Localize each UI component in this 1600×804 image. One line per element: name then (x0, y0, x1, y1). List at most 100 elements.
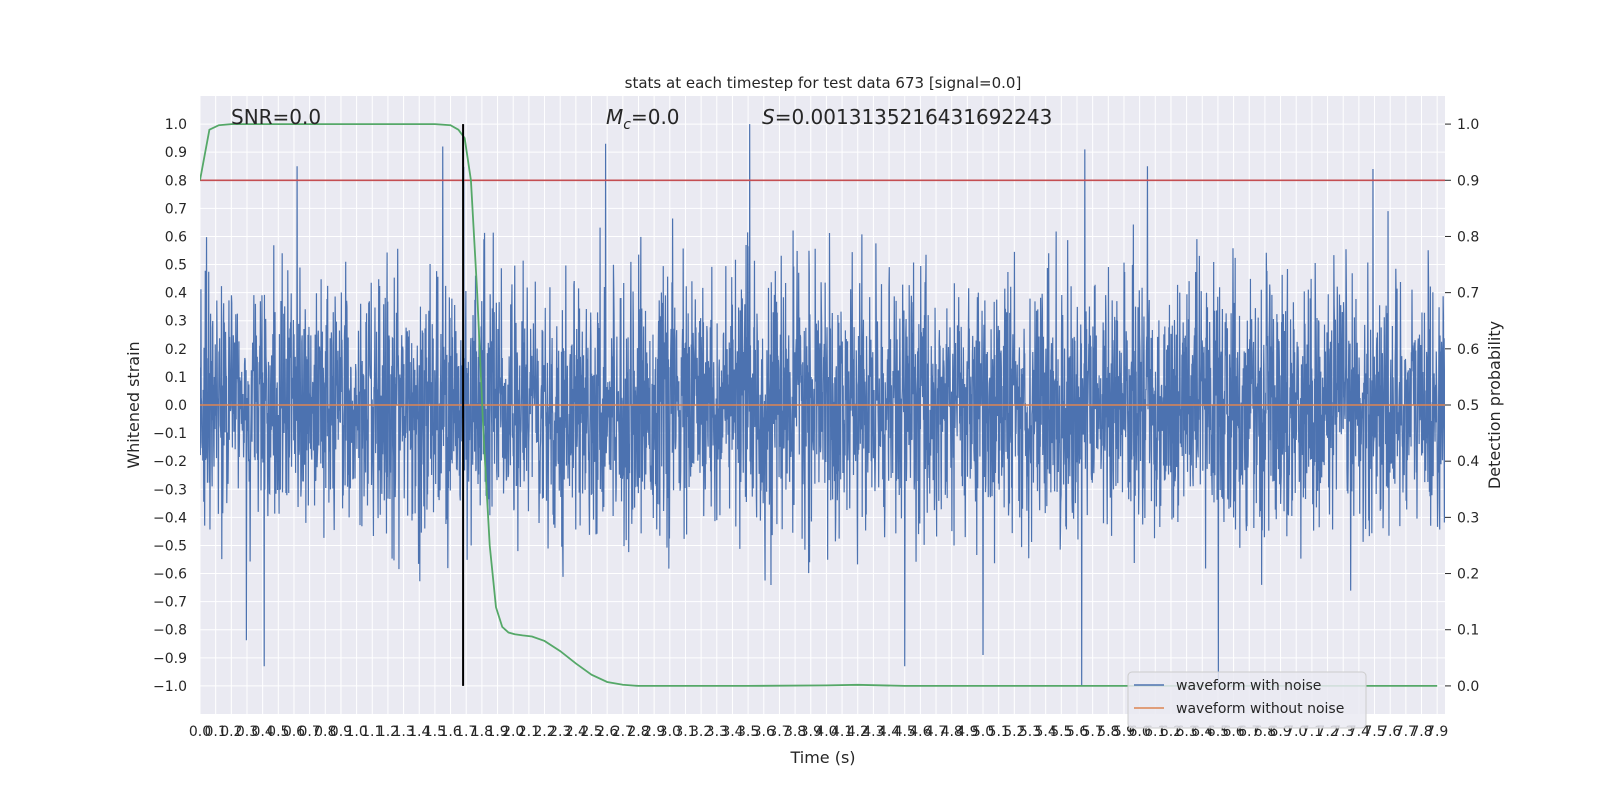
left-y-tick-label: 1.0 (165, 117, 187, 133)
right-y-tick-label: 0.0 (1457, 679, 1479, 695)
x-tick-label: 2.9 (643, 724, 665, 740)
chirp-mass-annotation: Mc=0.0 (606, 105, 680, 133)
snr-annotation: SNR=0.0 (231, 105, 321, 129)
x-tick-label: 1.6 (439, 724, 461, 740)
x-tick-label: 1.9 (486, 724, 508, 740)
x-tick-label: 3.7 (768, 724, 790, 740)
x-tick-label: 3.1 (674, 724, 696, 740)
x-tick-label: 3.3 (706, 724, 728, 740)
x-tick-label: 2.8 (627, 724, 649, 740)
left-y-tick-label: 0.6 (165, 229, 187, 245)
left-y-tick-label: 0.3 (165, 314, 187, 330)
left-y-axis-label: Whitened strain (124, 341, 143, 468)
x-tick-label: 0.4 (252, 724, 274, 740)
left-y-tick-label: 0.0 (165, 398, 187, 414)
left-y-tick-label: 0.2 (165, 342, 187, 358)
left-y-tick-label: 0.4 (165, 286, 187, 302)
x-tick-label: 2.7 (612, 724, 634, 740)
left-y-tick-label: 0.5 (165, 258, 187, 274)
x-tick-label: 5.6 (1066, 724, 1088, 740)
x-tick-label: 3.0 (659, 724, 681, 740)
x-tick-label: 4.2 (847, 724, 869, 740)
x-tick-label: 1.4 (408, 724, 430, 740)
x-tick-label: 4.8 (941, 724, 963, 740)
left-y-tick-label: 0.8 (165, 173, 187, 189)
left-y-tick-label: −0.1 (153, 426, 187, 442)
x-tick-label: 5.4 (1035, 724, 1057, 740)
x-tick-label: 4.9 (956, 724, 978, 740)
left-y-tick-label: −0.8 (153, 623, 187, 639)
left-y-tick-label: −0.3 (153, 482, 187, 498)
chirp-mass-subscript: c (623, 117, 631, 133)
left-y-tick-label: −0.9 (153, 651, 187, 667)
x-tick-label: 2.3 (549, 724, 571, 740)
x-tick-label: 1.8 (471, 724, 493, 740)
left-y-tick-label: 0.7 (165, 201, 187, 217)
x-tick-label: 5.3 (1019, 724, 1041, 740)
x-tick-label: 2.6 (596, 724, 618, 740)
x-tick-label: 4.4 (878, 724, 900, 740)
x-tick-label: 0.6 (283, 724, 305, 740)
s-statistic-symbol: S (762, 105, 775, 129)
x-tick-label: 4.3 (862, 724, 884, 740)
legend-box (1127, 671, 1367, 729)
chirp-mass-symbol: M (606, 105, 623, 129)
x-tick-label: 0.8 (314, 724, 336, 740)
x-tick-label: 5.1 (988, 724, 1010, 740)
right-y-tick-label: 0.7 (1457, 286, 1479, 302)
right-y-tick-label: 0.8 (1457, 229, 1479, 245)
x-tick-label: 3.6 (753, 724, 775, 740)
x-tick-label: 4.0 (815, 724, 837, 740)
x-tick-label: 7.6 (1379, 724, 1401, 740)
x-tick-label: 1.0 (345, 724, 367, 740)
x-tick-label: 5.2 (1003, 724, 1025, 740)
left-y-tick-label: −0.6 (153, 567, 187, 583)
x-tick-label: 1.7 (455, 724, 477, 740)
x-tick-label: 0.7 (298, 724, 320, 740)
right-y-tick-label: 0.3 (1457, 510, 1479, 526)
left-y-axis: 1.0 0.9 0.8 0.7 0.6 0.5 0.4 0.3 0.2 0.1 0.0 −0.1 −0.… (153, 117, 187, 695)
legend-label-noisy: waveform with noise (1176, 678, 1321, 694)
right-y-tick-label: 1.0 (1457, 117, 1479, 133)
x-tick-label: 0.0 (189, 724, 211, 740)
left-y-tick-label: −0.2 (153, 454, 187, 470)
x-tick-label: 0.1 (205, 724, 227, 740)
x-tick-label: 1.5 (424, 724, 446, 740)
detection-probability-line (200, 123, 1438, 687)
right-y-tick-label: 0.2 (1457, 567, 1479, 583)
x-tick-label: 4.6 (909, 724, 931, 740)
x-axis-label: Time (s) (789, 748, 855, 767)
x-tick-label: 0.5 (267, 724, 289, 740)
right-y-tick-label: 0.6 (1457, 342, 1479, 358)
legend: waveform with noise waveform without noi… (1127, 671, 1367, 729)
x-tick-label: 4.1 (831, 724, 853, 740)
x-tick-label: 3.9 (800, 724, 822, 740)
x-tick-label: 1.1 (361, 724, 383, 740)
x-tick-label: 5.8 (1097, 724, 1119, 740)
x-tick-label: 3.5 (737, 724, 759, 740)
x-tick-label: 3.8 (784, 724, 806, 740)
left-y-tick-label: −0.5 (153, 538, 187, 554)
x-tick-label: 2.5 (580, 724, 602, 740)
x-tick-label: 3.4 (721, 724, 743, 740)
right-y-tick-label: 0.9 (1457, 173, 1479, 189)
x-tick-label: 2.2 (533, 724, 555, 740)
x-tick-label: 2.4 (565, 724, 587, 740)
right-y-axis: 1.0 0.9 0.8 0.7 0.6 0.5 0.4 0.3 0.2 0.1 0.0 (1445, 117, 1479, 695)
noisy-waveform-line (200, 124, 1445, 686)
x-tick-label: 7.9 (1426, 724, 1448, 740)
chirp-mass-value: =0.0 (631, 105, 680, 129)
legend-label-clean: waveform without noise (1176, 701, 1344, 717)
right-y-tick-label: 0.4 (1457, 454, 1479, 470)
right-y-axis-label: Detection probability (1485, 321, 1504, 489)
x-tick-label: 2.0 (502, 724, 524, 740)
x-tick-label: 7.8 (1410, 724, 1432, 740)
s-statistic-value: =0.0013135216431692243 (775, 105, 1053, 129)
left-y-tick-label: −0.7 (153, 595, 187, 611)
x-tick-label: 5.7 (1082, 724, 1104, 740)
x-tick-label: 0.2 (220, 724, 242, 740)
left-y-tick-label: 0.9 (165, 145, 187, 161)
x-tick-label: 4.7 (925, 724, 947, 740)
